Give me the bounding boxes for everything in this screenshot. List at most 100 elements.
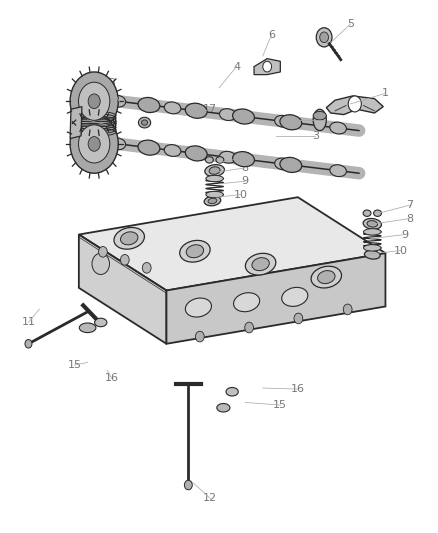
Ellipse shape bbox=[374, 210, 381, 216]
Circle shape bbox=[195, 331, 204, 342]
Text: 4: 4 bbox=[233, 62, 240, 71]
Ellipse shape bbox=[205, 165, 224, 176]
Text: 12: 12 bbox=[203, 494, 217, 503]
Ellipse shape bbox=[313, 109, 326, 131]
Circle shape bbox=[294, 313, 303, 324]
Text: 14: 14 bbox=[81, 115, 95, 125]
Polygon shape bbox=[79, 197, 385, 290]
Ellipse shape bbox=[186, 245, 204, 258]
Ellipse shape bbox=[275, 115, 291, 127]
Polygon shape bbox=[326, 96, 383, 115]
Ellipse shape bbox=[185, 298, 212, 317]
Ellipse shape bbox=[206, 191, 223, 198]
Circle shape bbox=[142, 263, 151, 273]
Ellipse shape bbox=[280, 115, 302, 130]
Text: 16: 16 bbox=[291, 384, 305, 394]
Circle shape bbox=[316, 28, 332, 47]
Ellipse shape bbox=[233, 293, 260, 312]
Ellipse shape bbox=[138, 98, 160, 112]
Ellipse shape bbox=[318, 271, 335, 284]
Ellipse shape bbox=[363, 210, 371, 216]
Polygon shape bbox=[166, 253, 385, 344]
Text: 1: 1 bbox=[382, 88, 389, 98]
Circle shape bbox=[70, 72, 118, 131]
Circle shape bbox=[25, 340, 32, 348]
Polygon shape bbox=[254, 59, 280, 75]
Ellipse shape bbox=[109, 138, 126, 150]
Circle shape bbox=[184, 480, 192, 490]
Ellipse shape bbox=[185, 146, 207, 161]
Text: 11: 11 bbox=[21, 318, 35, 327]
Text: 8: 8 bbox=[242, 163, 249, 173]
Ellipse shape bbox=[209, 167, 220, 174]
Ellipse shape bbox=[219, 109, 236, 120]
Text: 9: 9 bbox=[242, 176, 249, 186]
Text: 16: 16 bbox=[105, 374, 119, 383]
Ellipse shape bbox=[282, 287, 308, 306]
Polygon shape bbox=[79, 235, 166, 344]
Circle shape bbox=[78, 82, 110, 120]
Ellipse shape bbox=[95, 318, 107, 327]
Ellipse shape bbox=[185, 103, 207, 118]
Text: 15: 15 bbox=[273, 400, 287, 410]
Circle shape bbox=[245, 322, 254, 333]
Circle shape bbox=[348, 96, 361, 112]
Ellipse shape bbox=[330, 165, 346, 176]
Circle shape bbox=[99, 246, 107, 257]
Ellipse shape bbox=[138, 117, 151, 128]
Circle shape bbox=[120, 255, 129, 265]
Ellipse shape bbox=[114, 228, 145, 249]
Ellipse shape bbox=[217, 403, 230, 412]
Ellipse shape bbox=[233, 151, 254, 167]
Ellipse shape bbox=[364, 245, 381, 251]
Text: 10: 10 bbox=[394, 246, 408, 255]
Circle shape bbox=[92, 253, 110, 274]
Ellipse shape bbox=[164, 102, 181, 114]
Ellipse shape bbox=[252, 257, 269, 271]
Text: 9: 9 bbox=[402, 230, 409, 239]
Text: 6: 6 bbox=[268, 30, 275, 39]
Text: 2: 2 bbox=[321, 115, 328, 125]
Ellipse shape bbox=[208, 198, 217, 204]
Ellipse shape bbox=[109, 95, 126, 107]
Ellipse shape bbox=[275, 158, 291, 170]
Ellipse shape bbox=[141, 120, 148, 125]
Ellipse shape bbox=[233, 109, 254, 124]
Circle shape bbox=[88, 136, 100, 151]
Text: 5: 5 bbox=[347, 19, 354, 29]
Ellipse shape bbox=[226, 387, 238, 396]
Circle shape bbox=[70, 115, 118, 173]
Ellipse shape bbox=[367, 221, 378, 227]
Ellipse shape bbox=[364, 251, 380, 259]
Circle shape bbox=[88, 94, 100, 109]
Ellipse shape bbox=[216, 157, 224, 163]
Ellipse shape bbox=[363, 219, 381, 229]
Ellipse shape bbox=[245, 253, 276, 275]
Ellipse shape bbox=[280, 157, 302, 173]
Text: 7: 7 bbox=[406, 200, 413, 210]
Ellipse shape bbox=[204, 196, 221, 206]
Circle shape bbox=[343, 304, 352, 314]
Ellipse shape bbox=[364, 229, 381, 235]
Text: 15: 15 bbox=[67, 360, 81, 370]
Circle shape bbox=[78, 125, 110, 163]
Text: 17: 17 bbox=[203, 104, 217, 114]
Text: 13: 13 bbox=[102, 78, 117, 87]
Ellipse shape bbox=[120, 232, 138, 245]
Ellipse shape bbox=[79, 323, 96, 333]
Ellipse shape bbox=[330, 122, 346, 134]
Text: 8: 8 bbox=[406, 214, 413, 223]
Ellipse shape bbox=[205, 157, 213, 163]
Ellipse shape bbox=[311, 266, 342, 288]
Ellipse shape bbox=[219, 151, 236, 163]
Circle shape bbox=[263, 61, 272, 72]
Circle shape bbox=[320, 32, 328, 43]
Text: 7: 7 bbox=[242, 152, 249, 162]
Ellipse shape bbox=[206, 175, 223, 182]
Text: 10: 10 bbox=[234, 190, 248, 199]
Text: 3: 3 bbox=[312, 131, 319, 141]
Ellipse shape bbox=[313, 111, 326, 120]
Ellipse shape bbox=[138, 140, 160, 155]
Ellipse shape bbox=[180, 240, 210, 262]
Polygon shape bbox=[70, 107, 82, 139]
